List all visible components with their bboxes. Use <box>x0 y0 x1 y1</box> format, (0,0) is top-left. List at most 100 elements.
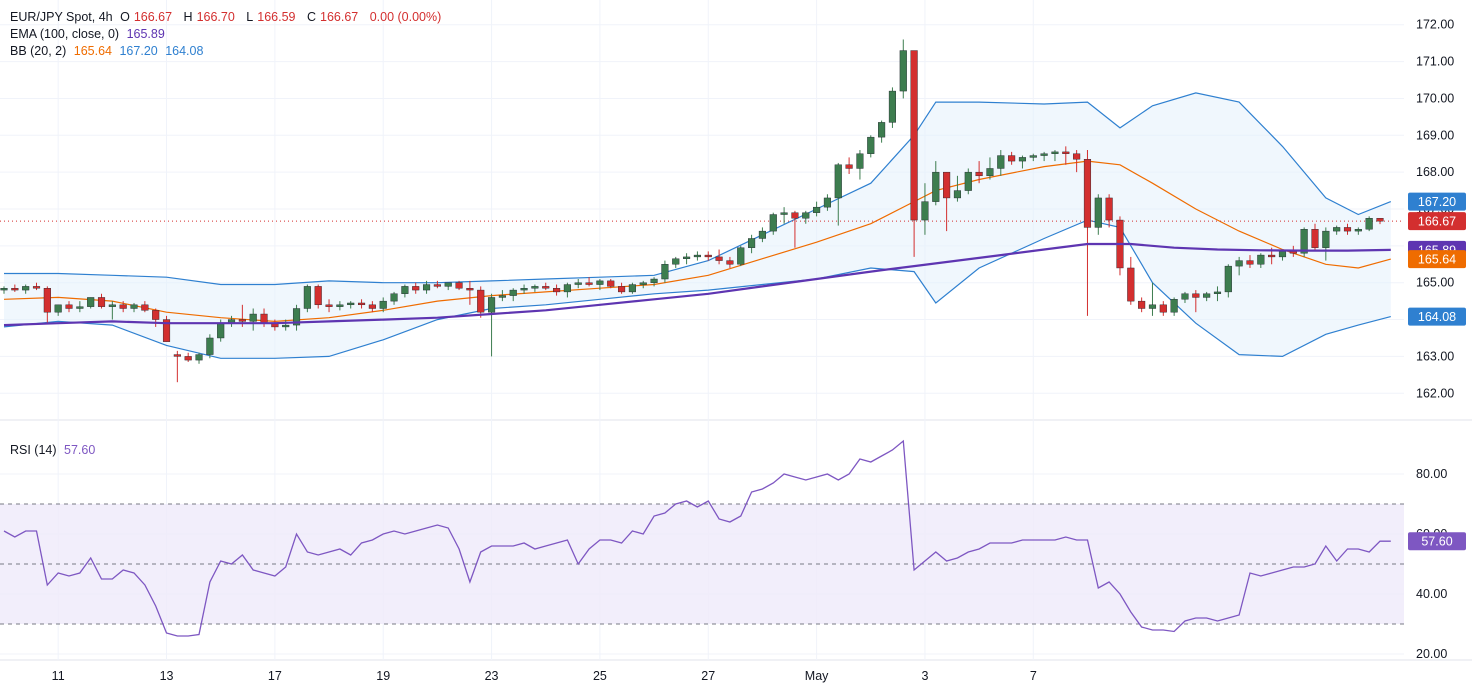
candle-body <box>953 190 962 199</box>
candle-body <box>206 337 214 355</box>
rsi-tick-label: 80.00 <box>1416 467 1447 481</box>
candle-body <box>715 256 723 261</box>
candle-body <box>1365 218 1373 230</box>
candle-body <box>379 300 387 309</box>
price-label-bb-mid: 165.64 <box>1418 253 1456 267</box>
candle-body <box>152 310 160 320</box>
candle-body <box>1083 159 1092 228</box>
candle-body <box>834 164 842 199</box>
price-tick-label: 168.00 <box>1416 165 1454 179</box>
candle-body <box>921 201 929 221</box>
candle-body <box>888 90 896 123</box>
candle-body <box>1354 229 1362 232</box>
candle-body <box>217 323 225 339</box>
candle-body <box>769 214 777 232</box>
candle-body <box>303 286 311 309</box>
legend-c-label: C <box>306 10 316 24</box>
price-tick-label: 172.00 <box>1416 18 1454 32</box>
candle-body <box>65 304 73 309</box>
candle-body <box>542 286 550 289</box>
candle-body <box>943 171 951 199</box>
price-tick-label: 165.00 <box>1416 276 1454 290</box>
time-tick-label: 27 <box>701 669 715 683</box>
candle-body <box>1203 293 1211 298</box>
candle-body <box>477 289 485 313</box>
candle-body <box>43 288 51 313</box>
rsi-tick-label: 20.00 <box>1416 647 1447 661</box>
candle-body <box>672 258 680 265</box>
candle-body <box>758 230 766 239</box>
candle-body <box>693 254 701 258</box>
price-label-last: 166.67 <box>1418 215 1456 229</box>
candle-body <box>488 297 496 313</box>
candle-body <box>574 282 582 285</box>
price-tick-label: 163.00 <box>1416 349 1454 363</box>
time-tick-label: 7 <box>1030 669 1037 683</box>
candle-body <box>119 304 127 309</box>
candle-body <box>1343 227 1352 232</box>
candle-body <box>325 304 333 307</box>
price-tick-label: 170.00 <box>1416 91 1454 105</box>
candle-body <box>1322 230 1330 248</box>
candle-body <box>1008 155 1016 162</box>
candle-body <box>585 282 593 285</box>
candle-body <box>1257 254 1265 265</box>
candle-body <box>726 260 734 265</box>
candle-body <box>1181 293 1189 300</box>
price-label-box-bb-mid <box>1408 250 1466 269</box>
legend-ema: EMA (100, close, 0) 165.89 <box>10 27 169 41</box>
candle-body <box>97 297 106 307</box>
price-label-bb-upper: 167.20 <box>1418 195 1456 209</box>
legend-rsi: RSI (14) 57.60 <box>10 443 99 457</box>
time-tick-label: 19 <box>376 669 390 683</box>
legend-low: 166.59 <box>257 10 296 24</box>
price-tick-label: 169.00 <box>1416 128 1454 142</box>
candle-body <box>748 238 756 248</box>
candle-body <box>87 297 95 307</box>
candle-body <box>141 304 149 311</box>
candle-body <box>553 288 561 293</box>
candle-body <box>1138 300 1146 309</box>
candle-body <box>336 304 344 307</box>
candle-body <box>509 289 517 296</box>
legend-rsi-value: 57.60 <box>64 443 96 457</box>
legend-bb-upper: 167.20 <box>119 44 158 58</box>
time-tick-label: 11 <box>52 669 65 683</box>
candle-body <box>1029 155 1037 158</box>
price-label-bb-lower: 164.08 <box>1418 310 1456 324</box>
candle-body <box>856 153 864 169</box>
candle-body <box>997 155 1005 169</box>
candle-body <box>184 356 192 361</box>
candle-body <box>173 354 181 357</box>
candle-body <box>32 286 41 289</box>
candle-body <box>563 284 571 293</box>
candle-body <box>22 286 30 291</box>
candle-body <box>11 288 19 291</box>
candle-body <box>1159 304 1167 313</box>
candle-body <box>466 288 474 291</box>
time-tick-label: 23 <box>485 669 499 683</box>
candle-body <box>661 264 669 280</box>
legend-change: 0.00 (0.00%) <box>369 10 442 24</box>
legend-open: 166.67 <box>133 10 173 24</box>
candle-body <box>0 288 8 291</box>
candle-body <box>791 212 799 219</box>
candle-body <box>455 282 463 289</box>
candle-body <box>412 286 420 291</box>
candle-body <box>1170 299 1178 313</box>
candle-body <box>314 286 322 306</box>
candle-body <box>195 354 203 361</box>
ema-line <box>3 242 1391 327</box>
bb-upper-line <box>4 92 1392 286</box>
candle-body <box>704 254 712 258</box>
candle-body <box>1235 260 1243 267</box>
candle-body <box>986 168 994 177</box>
candle-body <box>292 308 301 326</box>
candle-body <box>628 284 636 293</box>
candle-body <box>162 319 171 342</box>
candle-body <box>683 256 691 259</box>
legend-ema-label: EMA (100, close, 0) <box>10 27 120 41</box>
candle-body <box>1311 229 1319 248</box>
candle-body <box>639 282 647 285</box>
